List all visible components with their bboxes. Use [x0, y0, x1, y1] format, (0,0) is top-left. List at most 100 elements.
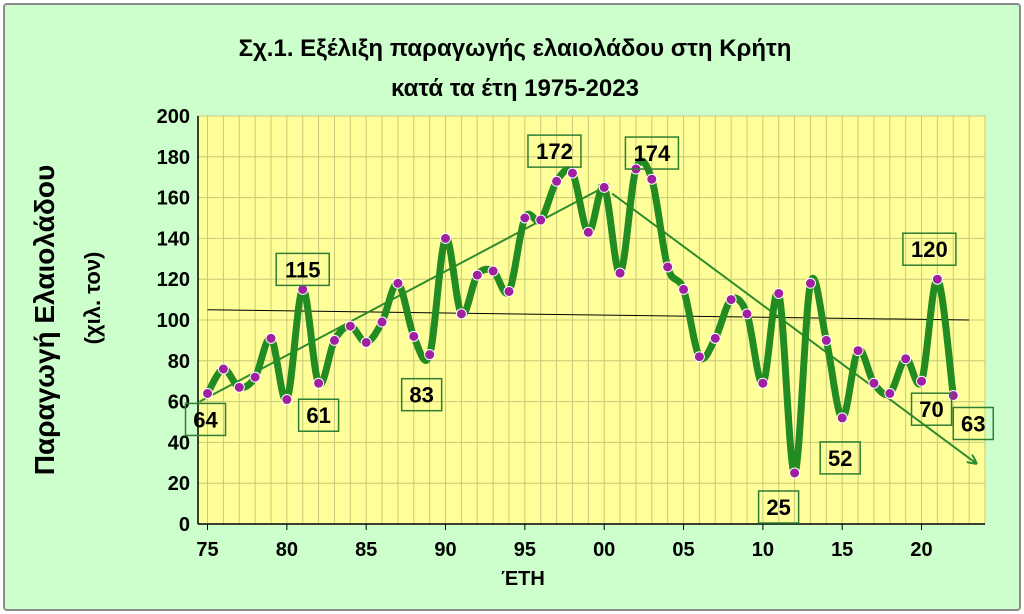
data-point: [836, 412, 848, 424]
data-point: [202, 387, 214, 399]
value-label: 120: [911, 237, 948, 262]
data-point: [725, 294, 737, 306]
data-point: [916, 375, 928, 387]
y-axis-title: Παραγωγή Ελαιολάδου: [29, 165, 60, 475]
value-label-box: [400, 377, 443, 412]
data-point: [344, 320, 356, 332]
x-tick-label: 85: [355, 539, 377, 561]
regression-line: [207, 309, 970, 321]
value-label-box: [527, 134, 582, 168]
value-label-box: [819, 441, 861, 475]
data-point: [709, 332, 721, 344]
value-label: 70: [919, 397, 943, 422]
labels-layer: 64 115 61 83 172 174 25 52 120 70 63: [184, 134, 995, 524]
y-axis-unit: (χιλ. τον): [80, 252, 105, 345]
x-tick-label: 20: [910, 539, 932, 561]
value-label: 61: [306, 403, 330, 428]
y-tick-label: 140: [157, 228, 190, 250]
data-point: [233, 381, 245, 393]
chart-title-line-2: κατά τα έτη 1975-2023: [391, 75, 639, 102]
data-point: [249, 371, 261, 383]
data-point: [471, 269, 483, 281]
data-point: [217, 363, 229, 375]
data-point: [598, 181, 610, 193]
value-label: 83: [409, 383, 433, 408]
data-point: [693, 351, 705, 363]
y-tick-label: 200: [157, 106, 190, 128]
value-label: 172: [536, 139, 573, 164]
x-tick-label: 10: [752, 539, 774, 561]
data-point: [741, 308, 753, 320]
data-point: [535, 214, 547, 226]
x-axis-title: ΈΤΗ: [501, 568, 545, 590]
data-point: [566, 167, 578, 179]
x-tick-label: 05: [672, 539, 694, 561]
y-tick-label: 60: [168, 392, 190, 414]
data-point: [551, 175, 563, 187]
value-label: 52: [828, 446, 852, 471]
data-point: [487, 265, 499, 277]
data-point: [820, 334, 832, 346]
data-point: [297, 283, 309, 295]
x-tick-label: 00: [593, 539, 615, 561]
data-point: [884, 387, 896, 399]
data-point: [900, 353, 912, 365]
markers-layer: [202, 163, 959, 479]
value-label-box: [624, 136, 680, 170]
data-point: [614, 267, 626, 279]
data-point: [360, 336, 372, 348]
value-label: 174: [634, 141, 671, 166]
data-point: [313, 377, 325, 389]
value-label-box: [952, 406, 995, 441]
data-point: [424, 349, 436, 361]
x-tick-label: 15: [831, 539, 853, 561]
y-tick-label: 0: [179, 514, 190, 536]
y-tick-label: 20: [168, 473, 190, 495]
value-label: 25: [766, 495, 790, 520]
y-tick-label: 120: [157, 269, 190, 291]
data-point: [931, 273, 943, 285]
data-point: [757, 377, 769, 389]
data-point: [662, 261, 674, 273]
y-tick-label: 180: [157, 147, 190, 169]
chart-title-line-1: Σχ.1. Εξέλιξη παραγωγής ελαιολάδου στη Κ…: [238, 35, 792, 62]
value-label-box: [910, 392, 953, 426]
data-point: [868, 377, 880, 389]
y-tick-label: 80: [168, 351, 190, 373]
value-label: 115: [285, 257, 321, 282]
x-tick-label: 75: [196, 539, 218, 561]
data-point: [455, 308, 467, 320]
value-label-box: [297, 398, 340, 432]
data-point: [265, 332, 277, 344]
data-point: [440, 232, 452, 244]
data-point: [852, 345, 864, 357]
value-label-box: [184, 402, 227, 437]
data-point: [408, 330, 420, 342]
y-tick-label: 160: [157, 188, 190, 210]
trend-arrow: [611, 192, 975, 463]
data-point: [582, 226, 594, 238]
data-point: [519, 212, 531, 224]
data-point: [804, 277, 816, 289]
value-label-box: [275, 252, 330, 287]
y-tick-label: 100: [157, 310, 190, 332]
y-tick-label: 40: [168, 432, 190, 454]
value-label: 63: [961, 411, 985, 436]
x-tick-label: 90: [434, 539, 456, 561]
value-label-box: [757, 490, 800, 524]
data-point: [947, 389, 959, 401]
data-point: [281, 394, 293, 406]
data-point: [646, 173, 658, 185]
data-point: [678, 283, 690, 295]
data-point: [789, 467, 801, 479]
axes-layer: 0 20 40 60 80 100 120 140 160 180 200 75 80 85 90 95 00 0…: [157, 106, 985, 561]
data-point: [503, 285, 515, 297]
x-tick-label: 80: [276, 539, 298, 561]
data-point: [376, 316, 388, 328]
value-label: 64: [193, 407, 218, 432]
x-tick-label: 95: [514, 539, 536, 561]
data-point: [392, 277, 404, 289]
value-label-box: [902, 232, 957, 266]
data-point: [773, 287, 785, 299]
